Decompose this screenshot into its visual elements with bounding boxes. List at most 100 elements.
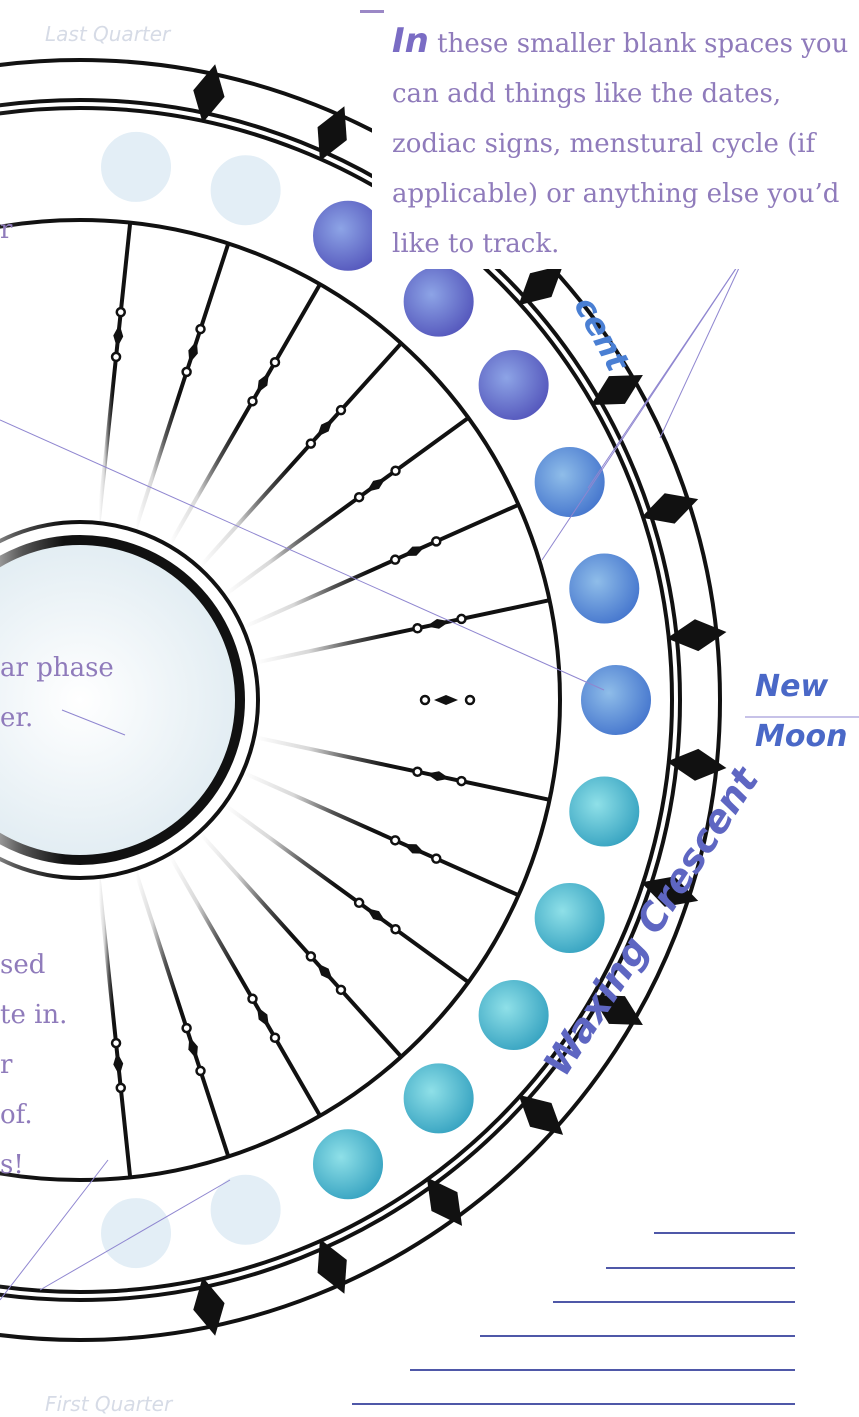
- spoke-dot: [389, 835, 401, 846]
- moon-phase: [532, 444, 607, 519]
- spoke-dot: [247, 395, 258, 407]
- leader-line: [0, 419, 605, 691]
- label-new-moon-line2: Moon: [755, 719, 848, 754]
- spoke: [255, 598, 550, 665]
- left-note-fragment: of.: [0, 1100, 33, 1130]
- leader-line: [0, 1159, 109, 1301]
- spoke: [168, 283, 322, 546]
- moon-phase-circles: [99, 129, 653, 1271]
- moon-phase: [311, 1127, 385, 1202]
- spoke: [96, 878, 133, 1178]
- moon-phase: [476, 978, 551, 1053]
- spoke-diamond: [403, 546, 426, 557]
- outer-diamond: [666, 748, 727, 781]
- wheel-rings: [0, 58, 722, 1342]
- outer-diamond: [317, 106, 347, 162]
- outer-diamond: [193, 1277, 225, 1336]
- moon-phase: [401, 264, 476, 339]
- spoke: [198, 341, 403, 568]
- label-last-quarter: Last Quarter: [45, 22, 171, 46]
- spoke-dot: [247, 993, 258, 1005]
- label-new-moon-line1: New: [755, 669, 829, 704]
- spoke-dot: [181, 1022, 192, 1034]
- spoke-dot: [195, 323, 206, 335]
- spoke-diamond: [403, 843, 426, 854]
- spoke: [198, 832, 403, 1059]
- moon-phase: [579, 663, 653, 737]
- spoke-dot: [115, 1082, 127, 1094]
- spoke-diamond: [316, 963, 333, 981]
- spoke-dot: [412, 766, 423, 777]
- leader-line: [61, 709, 126, 736]
- spoke: [96, 222, 133, 522]
- moon-phase: [99, 1196, 174, 1271]
- outer-ring: [0, 106, 674, 1294]
- note-blank-spaces: In these smaller blank spaces you can ad…: [372, 16, 859, 269]
- outer-diamond: [426, 1177, 463, 1226]
- outer-diamond: [317, 1238, 347, 1294]
- moon-phase: [208, 1172, 283, 1247]
- spoke-dot: [195, 1065, 206, 1077]
- drop-cap: In: [392, 21, 429, 61]
- spoke-dot: [353, 897, 365, 909]
- spoke-dot: [389, 554, 401, 565]
- spoke-dot: [335, 984, 347, 996]
- spoke-dot: [305, 438, 317, 449]
- spoke: [243, 771, 520, 898]
- annotation-leader-lines: [0, 254, 859, 1301]
- spoke-dot: [390, 923, 401, 935]
- spoke-diamond: [426, 771, 450, 781]
- spoke-dot: [390, 465, 401, 477]
- spoke-diamond: [188, 1036, 198, 1060]
- spoke-diamond: [426, 619, 450, 629]
- spoke-dot: [269, 357, 281, 368]
- spoke-dot: [419, 694, 431, 706]
- spoke-dot: [110, 351, 122, 363]
- spoke-diamond: [113, 324, 124, 348]
- outer-diamond: [590, 375, 643, 405]
- left-note-fragment: r: [0, 1050, 13, 1080]
- outer-diamond: [641, 493, 699, 524]
- left-note-fragment: sed: [0, 950, 46, 980]
- leader-line: [659, 254, 746, 439]
- spoke: [133, 242, 231, 530]
- spoke-dot: [431, 853, 442, 864]
- spoke-dot: [305, 951, 317, 962]
- spoke-dot: [456, 613, 467, 625]
- label-first-quarter: First Quarter: [45, 1392, 173, 1416]
- spoke-dot: [181, 366, 192, 378]
- left-note-fragment: r: [0, 215, 13, 245]
- left-note-fragment: te in.: [0, 1000, 68, 1030]
- left-note-fragment: ar phase: [0, 653, 114, 683]
- spoke-dot: [456, 775, 467, 787]
- spoke-diamond: [366, 477, 386, 492]
- moon-phase: [532, 881, 607, 956]
- moon-phase: [567, 774, 642, 849]
- outer-diamond: [518, 265, 564, 306]
- outer-diamond: [641, 876, 699, 907]
- spoke-diamond: [257, 1006, 269, 1028]
- moon-phase: [567, 551, 642, 626]
- center-moon: [0, 535, 245, 865]
- outer-diamond: [666, 619, 727, 652]
- spoke-diamond: [434, 695, 458, 705]
- spoke: [243, 502, 520, 629]
- spoke: [168, 854, 322, 1117]
- outer-ring: [0, 218, 562, 1182]
- outer-diamond: [590, 995, 643, 1025]
- moon-phase: [208, 153, 283, 228]
- spoke: [224, 804, 470, 984]
- spoke: [133, 870, 231, 1158]
- top-tick-mark: [360, 10, 384, 13]
- outer-diamond: [193, 64, 225, 123]
- spoke-dot: [464, 694, 476, 706]
- spoke-dot: [431, 536, 442, 547]
- spoke-diamond: [366, 908, 386, 923]
- spoke-dot: [353, 491, 365, 503]
- spoke: [224, 416, 470, 596]
- spoke-dot: [412, 623, 423, 634]
- writing-lines: [352, 1232, 795, 1405]
- leader-line: [541, 254, 746, 561]
- spoke-diamond: [257, 372, 269, 394]
